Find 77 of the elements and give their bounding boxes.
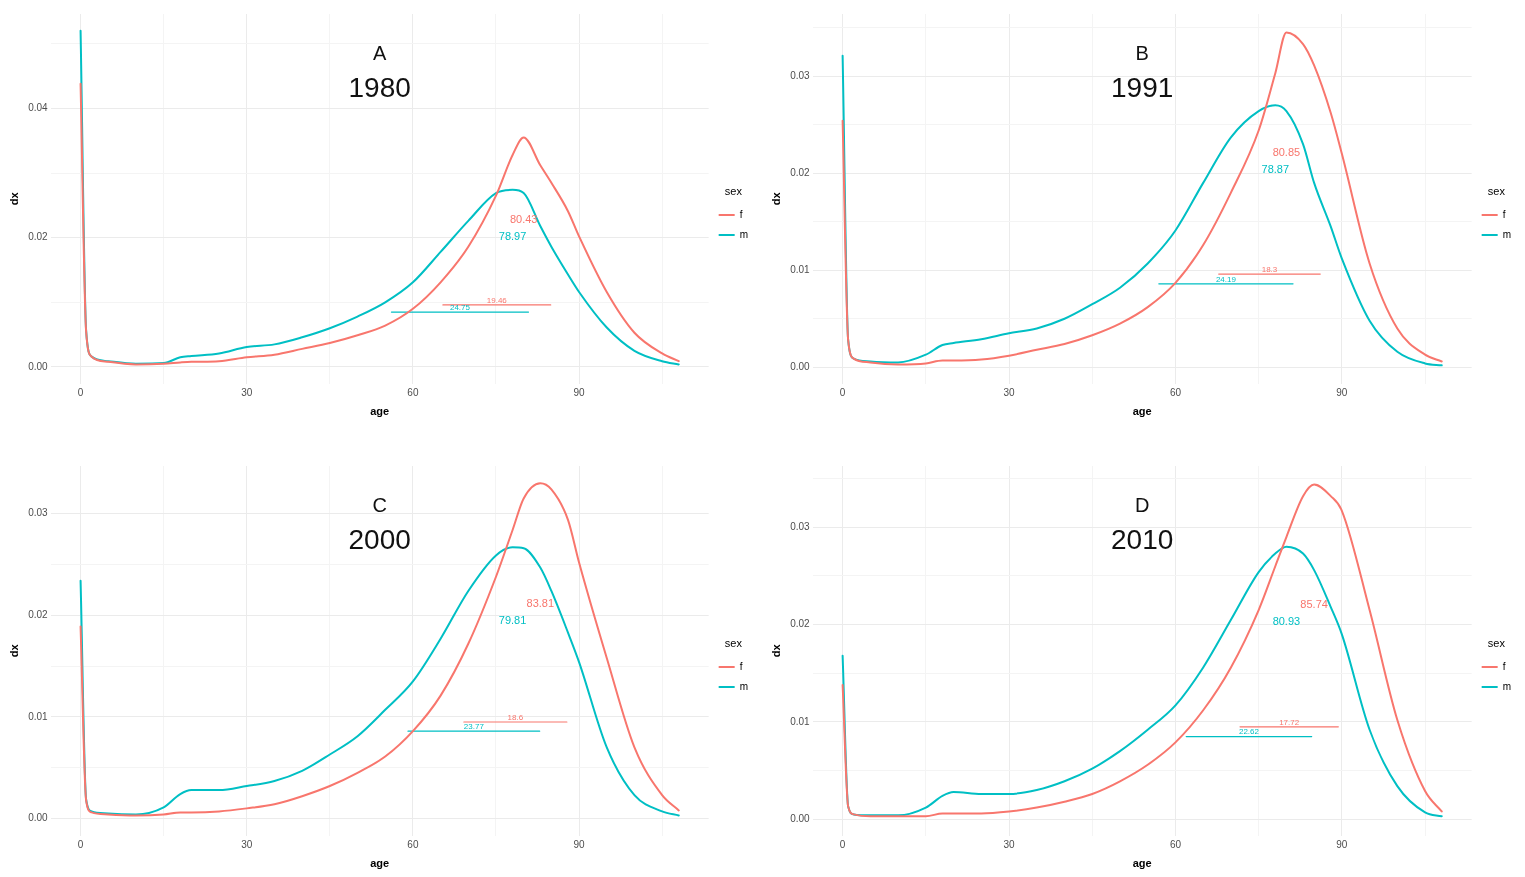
text: B [1135,41,1149,64]
y-tick-label: 0.00 [28,812,49,824]
x-tick-label: 30 [1003,386,1016,398]
legend-label: f [1502,208,1506,220]
x-tick-label: 90 [573,386,586,398]
annotation: 80.85 [1272,146,1301,159]
y-axis-title: dx [7,643,20,658]
annotation: 19.46 [486,295,508,305]
y-tick-label: 0.04 [28,102,49,114]
annotation: 79.81 [498,614,527,626]
annotation: 23.77 [463,721,485,731]
line-series [79,482,680,817]
x-tick-label: 0 [839,838,846,850]
x-tick-label: 60 [407,386,419,398]
legend-label: m [739,680,749,692]
y-tick-label: 0.03 [790,69,811,81]
annotation: 18.3 [1261,264,1278,274]
y-axis-title: dx [769,643,782,658]
text: 1980 [348,71,411,103]
x-tick-label: 30 [241,386,253,398]
text: 2000 [348,523,411,555]
y-tick-label: 0.00 [28,360,49,372]
annotation: 85.74 [1300,598,1328,611]
legend-title: sex [724,637,743,650]
legend-title: sex [1487,185,1506,198]
x-tick-label: 60 [1169,386,1182,398]
y-tick-label: 0.02 [28,231,49,243]
y-tick-label: 0.03 [790,521,811,533]
annotation: 78.87 [1261,163,1290,176]
x-tick-label: 90 [1336,838,1348,850]
y-tick-label: 0.02 [790,618,811,630]
x-tick-label: 60 [1169,838,1182,850]
legend-label: f [739,208,743,220]
x-tick-label: 0 [77,838,84,850]
annotation: 78.97 [498,230,527,243]
legend-title: sex [724,185,743,198]
y-tick-label: 0.01 [790,263,811,275]
annotation: 80.93 [1272,615,1301,628]
y-tick-label: 0.01 [28,710,49,722]
x-tick-label: 30 [1003,838,1016,850]
x-tick-label: 90 [573,838,586,850]
x-tick-label: 0 [77,386,84,398]
x-axis-title: age [370,857,390,870]
annotation: 24.19 [1215,274,1237,284]
y-axis-title: dx [769,191,782,206]
x-tick-label: 0 [839,386,846,398]
x-axis-title: age [370,405,390,418]
text: 1991 [1111,71,1174,103]
annotation: 83.81 [526,597,555,609]
x-axis-title: age [1132,405,1152,418]
y-tick-label: 0.02 [790,166,811,178]
legend-label: m [1502,680,1512,692]
y-axis-title: dx [7,191,20,206]
legend-label: m [1502,228,1512,240]
text: A [372,41,387,64]
legend-title: sex [1487,637,1506,650]
annotation: 80.43 [509,213,538,226]
annotation: 18.6 [507,712,524,722]
text: 2010 [1111,523,1174,555]
y-tick-label: 0.01 [790,715,811,727]
x-tick-label: 30 [241,838,253,850]
legend-label: f [1502,660,1506,672]
line-series [841,483,1443,818]
legend-label: f [739,660,743,672]
y-tick-label: 0.00 [790,813,811,825]
annotation: 22.62 [1238,727,1260,737]
annotation: 24.75 [449,302,471,312]
annotation: 17.72 [1279,717,1300,727]
x-tick-label: 60 [407,838,419,850]
x-tick-label: 90 [1336,386,1348,398]
text: C [372,493,387,516]
y-tick-label: 0.03 [28,507,49,519]
text: D [1134,493,1150,516]
y-tick-label: 0.02 [28,609,49,621]
y-tick-label: 0.00 [790,361,811,373]
legend-label: m [739,228,749,240]
x-axis-title: age [1132,857,1152,870]
